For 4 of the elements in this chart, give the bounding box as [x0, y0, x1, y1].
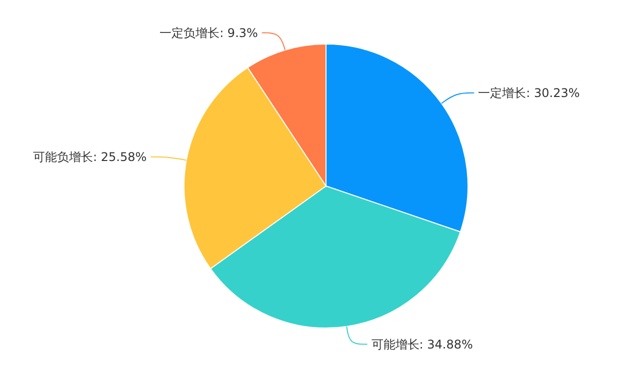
- slice-label: 一定增长: 30.23%: [478, 86, 580, 100]
- slice-label: 可能增长: 34.88%: [371, 337, 473, 352]
- slice-label: 一定负增长: 9.3%: [160, 26, 258, 40]
- slice-label: 可能负增长: 25.58%: [33, 150, 147, 164]
